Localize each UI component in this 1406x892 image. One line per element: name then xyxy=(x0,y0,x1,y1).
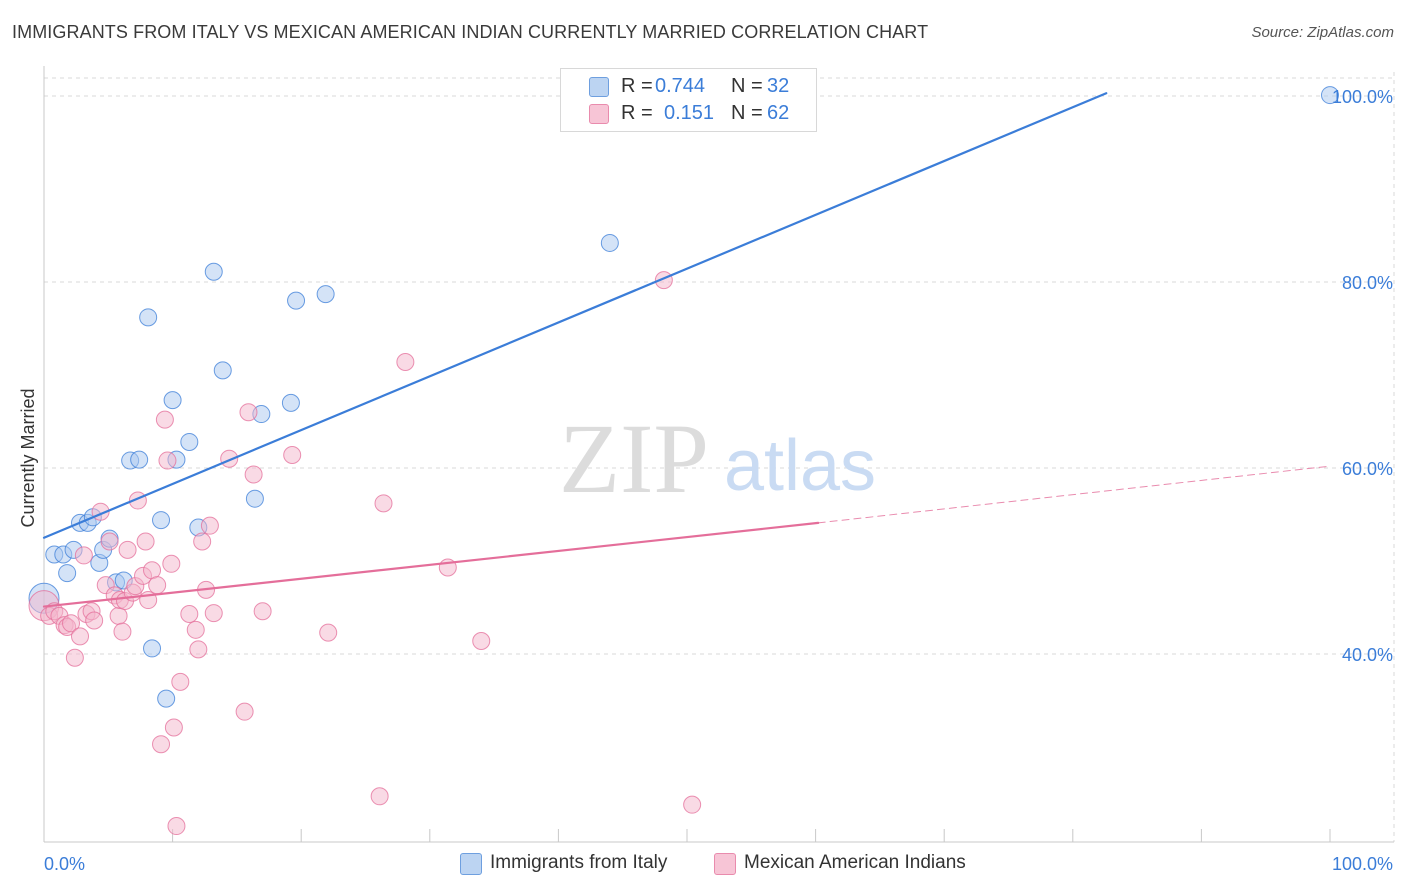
point-mexican-35 xyxy=(167,817,186,836)
source-label: Source: ZipAtlas.com xyxy=(1251,24,1394,41)
point-italy-29 xyxy=(316,285,335,304)
point-mexican-26 xyxy=(136,532,155,551)
point-mexican-43 xyxy=(204,604,223,623)
point-italy-15 xyxy=(139,308,158,327)
mexican-swatch-icon xyxy=(589,104,609,124)
legend-n-value-mexican: 62 xyxy=(767,102,790,124)
watermark-zip: ZIP xyxy=(559,403,709,514)
point-italy-18 xyxy=(157,689,176,708)
legend-r-label: R = xyxy=(621,75,653,97)
point-italy-3 xyxy=(58,564,77,583)
point-italy-30 xyxy=(600,233,619,252)
point-mexican-12 xyxy=(85,611,104,630)
point-italy-25 xyxy=(245,489,264,508)
point-italy-28 xyxy=(287,291,306,310)
point-italy-24 xyxy=(213,361,232,380)
y-tick-label-100: 100.0% xyxy=(1332,87,1393,107)
point-mexican-8 xyxy=(71,627,90,646)
tick-labels: 40.0% 60.0% 80.0% 100.0% 0.0% 100.0% xyxy=(44,87,1393,874)
point-mexican-33 xyxy=(162,554,181,573)
legend-r-label: R = xyxy=(621,102,653,124)
point-mexican-39 xyxy=(189,640,208,659)
point-mexican-30 xyxy=(152,735,171,754)
point-mexican-31 xyxy=(155,410,174,429)
chart-title: IMMIGRANTS FROM ITALY VS MEXICAN AMERICA… xyxy=(12,22,929,42)
point-mexican-48 xyxy=(253,602,272,621)
point-mexican-50 xyxy=(319,623,338,642)
legend-n-value-italy: 32 xyxy=(767,75,790,97)
point-italy-17 xyxy=(152,511,171,530)
point-mexican-6 xyxy=(62,614,81,633)
mexican-legend-icon xyxy=(714,853,736,875)
trend-line-0 xyxy=(42,92,1108,539)
legend-n-label: N = xyxy=(731,75,763,97)
point-mexican-29 xyxy=(148,576,167,595)
x-tick-label-0: 0.0% xyxy=(44,854,85,874)
point-mexican-55 xyxy=(472,631,491,650)
point-mexican-40 xyxy=(193,532,212,551)
point-italy-19 xyxy=(163,391,182,410)
point-mexican-32 xyxy=(158,451,177,470)
y-axis-label: Currently Married xyxy=(18,388,38,527)
grid-lines xyxy=(44,72,1395,842)
point-mexican-49 xyxy=(283,445,302,464)
point-mexican-53 xyxy=(396,352,415,371)
trend-line-1 xyxy=(42,521,820,608)
y-tick-label-40: 40.0% xyxy=(1342,645,1393,665)
point-mexican-21 xyxy=(118,540,137,559)
italy-swatch-icon xyxy=(589,77,609,97)
point-italy-23 xyxy=(204,262,223,281)
point-italy-14 xyxy=(130,450,149,469)
point-italy-31 xyxy=(1321,86,1339,105)
point-italy-27 xyxy=(281,393,300,412)
trend-lines xyxy=(42,92,1331,608)
watermark: ZIP atlas xyxy=(559,403,876,514)
italy-legend-icon xyxy=(460,853,482,875)
point-mexican-51 xyxy=(370,787,389,806)
point-mexican-57 xyxy=(683,795,702,814)
x-tick-label-100: 100.0% xyxy=(1332,854,1393,874)
point-mexican-38 xyxy=(186,620,205,639)
point-mexican-42 xyxy=(200,516,219,535)
legend-n-label: N = xyxy=(731,102,763,124)
point-mexican-15 xyxy=(100,532,119,551)
point-mexican-19 xyxy=(113,622,132,641)
y-tick-label-60: 60.0% xyxy=(1342,459,1393,479)
watermark-atlas: atlas xyxy=(724,426,876,506)
point-italy-21 xyxy=(180,432,199,451)
point-mexican-9 xyxy=(74,546,93,565)
point-mexican-52 xyxy=(374,494,393,513)
point-mexican-37 xyxy=(180,605,199,624)
bottom-legend-mexican-label: Mexican American Indians xyxy=(744,852,966,873)
point-mexican-47 xyxy=(244,465,263,484)
bottom-legend-italy-label: Immigrants from Italy xyxy=(490,852,668,873)
correlation-legend: R = 0.744 N = 32 R = 0.151 N = 62 xyxy=(560,68,817,132)
point-mexican-36 xyxy=(171,672,190,691)
point-mexican-34 xyxy=(164,718,183,737)
trend-line-2 xyxy=(817,465,1331,524)
legend-r-value-mexican: 0.151 xyxy=(664,102,715,124)
point-mexican-46 xyxy=(239,403,258,422)
legend-r-value-italy: 0.744 xyxy=(655,75,706,97)
point-mexican-45 xyxy=(235,702,254,721)
axes xyxy=(43,66,1394,843)
y-tick-label-80: 80.0% xyxy=(1342,273,1393,293)
point-mexican-7 xyxy=(65,648,84,667)
point-italy-16 xyxy=(143,639,162,658)
